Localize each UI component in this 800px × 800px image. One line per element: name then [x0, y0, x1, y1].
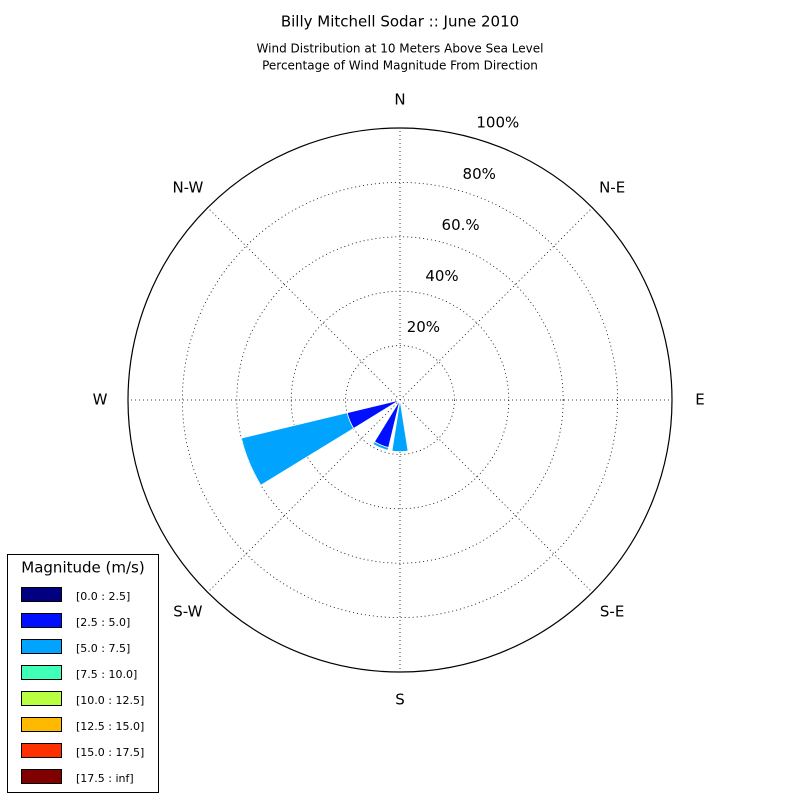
- legend-swatch: [21, 769, 62, 784]
- bar-segment: [240, 412, 355, 486]
- legend-swatch: [21, 717, 62, 732]
- legend-label: [7.5 : 10.0]: [76, 668, 137, 681]
- direction-label: E: [695, 391, 704, 409]
- radial-grid-line: [399, 399, 593, 593]
- legend-swatch: [21, 691, 62, 706]
- legend-label: [17.5 : inf]: [76, 772, 134, 785]
- grid-circle: [181, 181, 619, 619]
- r-tick-label: 40%: [425, 267, 458, 285]
- r-tick-label: 20%: [407, 318, 440, 336]
- direction-label: N-W: [172, 178, 203, 196]
- outer-circle: [127, 127, 673, 673]
- legend-label: [10.0 : 12.5]: [76, 694, 144, 707]
- bars: [240, 399, 409, 486]
- radial-grid-line: [207, 207, 401, 401]
- grid-circle: [236, 236, 564, 564]
- legend-label: [2.5 : 5.0]: [76, 616, 130, 629]
- r-tick-label: 60.%: [442, 216, 480, 234]
- legend-swatch: [21, 665, 62, 680]
- grid-circle: [290, 290, 510, 510]
- r-tick-label: 80%: [463, 165, 496, 183]
- bar-segment: [391, 402, 409, 453]
- bar-segment: [372, 441, 390, 451]
- legend-title: Magnitude (m/s): [21, 559, 144, 577]
- legend-swatch: [21, 639, 62, 654]
- grid-circle: [345, 345, 455, 455]
- legend-swatch: [21, 613, 62, 628]
- polar-axes: 20% 40% 60.% 80% 100%: [127, 114, 673, 673]
- direction-label: N: [394, 91, 405, 109]
- legend-label: [0.0 : 2.5]: [76, 590, 130, 603]
- legend-label: [15.0 : 17.5]: [76, 746, 144, 759]
- legend-swatch: [21, 743, 62, 758]
- direction-label: N-E: [599, 178, 625, 196]
- direction-label: W: [93, 391, 108, 409]
- direction-label: S-E: [600, 603, 624, 621]
- direction-label: S: [395, 691, 405, 709]
- direction-label: S-W: [173, 603, 202, 621]
- legend-swatch: [21, 587, 62, 602]
- radial-grid-line: [207, 399, 401, 593]
- chart-subtitle: Percentage of Wind Magnitude From Direct…: [262, 59, 538, 73]
- chart-subtitle: Wind Distribution at 10 Meters Above Sea…: [257, 42, 544, 56]
- r-tick-label: 100%: [476, 114, 519, 132]
- radial-grid-line: [399, 207, 593, 401]
- legend-label: [12.5 : 15.0]: [76, 720, 144, 733]
- chart-title: Billy Mitchell Sodar :: June 2010: [281, 13, 519, 31]
- legend-label: [5.0 : 7.5]: [76, 642, 130, 655]
